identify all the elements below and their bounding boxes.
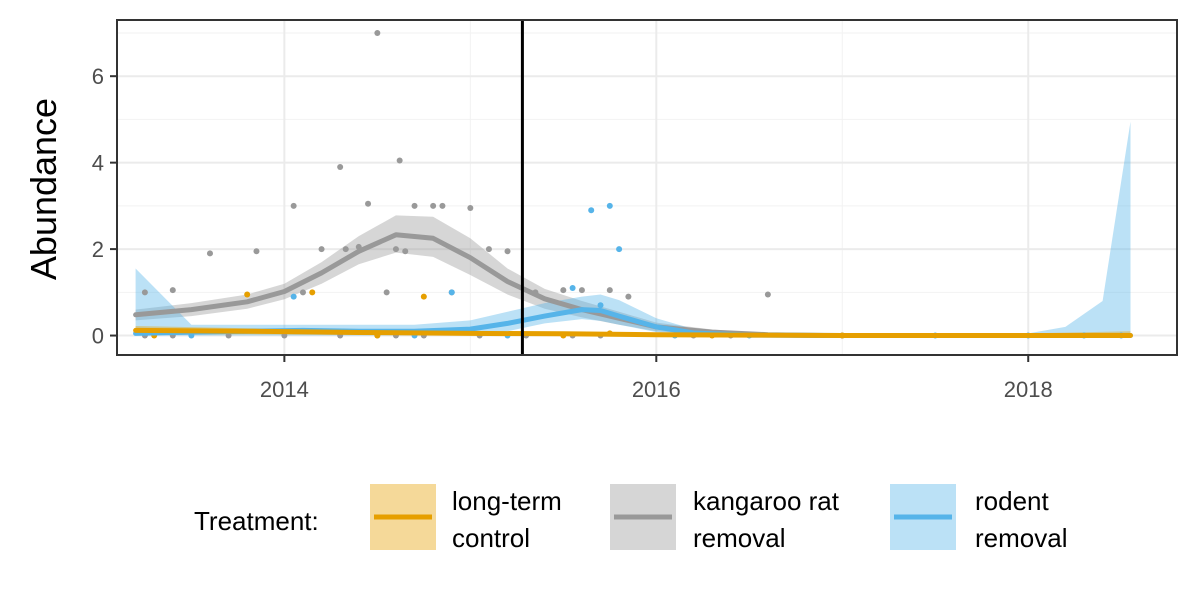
data-point (616, 246, 623, 253)
legend-label-line2: control (452, 523, 530, 553)
data-point (396, 157, 403, 164)
data-point (597, 302, 604, 309)
legend-title: Treatment: (194, 506, 319, 536)
y-tick-label: 2 (92, 237, 104, 262)
data-point (374, 29, 381, 36)
x-axis: 2014 2016 2018 (260, 355, 1053, 402)
x-tick-label: 2018 (1004, 377, 1053, 402)
data-point (411, 202, 418, 209)
data-point (309, 289, 316, 296)
data-point (402, 248, 409, 255)
data-point (560, 287, 567, 294)
data-point (141, 289, 148, 296)
data-point (764, 291, 771, 298)
data-point (365, 200, 372, 207)
data-point (253, 248, 260, 255)
data-point (420, 293, 427, 300)
data-point (578, 287, 585, 294)
data-point (299, 289, 306, 296)
legend: Treatment: long-term control kangaroo rat… (194, 484, 1067, 553)
legend-label-line1: rodent (975, 486, 1049, 516)
data-point (337, 163, 344, 170)
x-tick-label: 2014 (260, 377, 309, 402)
panel-border (116, 19, 1178, 356)
data-point (383, 289, 390, 296)
data-point (625, 293, 632, 300)
smooth-line (133, 327, 1133, 338)
y-axis: 0 2 4 6 (92, 64, 117, 349)
y-tick-label: 6 (92, 64, 104, 89)
y-tick-label: 4 (92, 151, 104, 176)
y-axis-title: Abundance (23, 98, 64, 280)
data-point (169, 287, 176, 294)
data-point (318, 246, 325, 253)
data-point (430, 202, 437, 209)
legend-label-line2: removal (693, 523, 785, 553)
data-point (606, 287, 613, 294)
legend-keys: long-term control kangaroo rat removal rod… (370, 484, 1067, 553)
confidence-ribbon (135, 215, 824, 336)
legend-label-line1: long-term (452, 486, 562, 516)
data-point (290, 293, 297, 300)
legend-label-line2: removal (975, 523, 1067, 553)
data-point (342, 246, 349, 253)
data-point (439, 202, 446, 209)
data-point (244, 291, 251, 298)
legend-label-line1: kangaroo rat (693, 486, 840, 516)
smooth-lines (133, 232, 1133, 338)
data-point (225, 332, 232, 339)
data-point (588, 207, 595, 214)
data-point (290, 202, 297, 209)
data-point (606, 202, 613, 209)
x-tick-label: 2016 (632, 377, 681, 402)
data-point (569, 285, 576, 291)
data-point (206, 250, 213, 257)
data-point (485, 246, 492, 253)
data-point (448, 289, 455, 296)
y-tick-label: 0 (92, 324, 104, 349)
data-point (467, 205, 474, 212)
plot-panel (116, 19, 1178, 356)
data-point (392, 246, 399, 253)
data-point (504, 248, 511, 255)
